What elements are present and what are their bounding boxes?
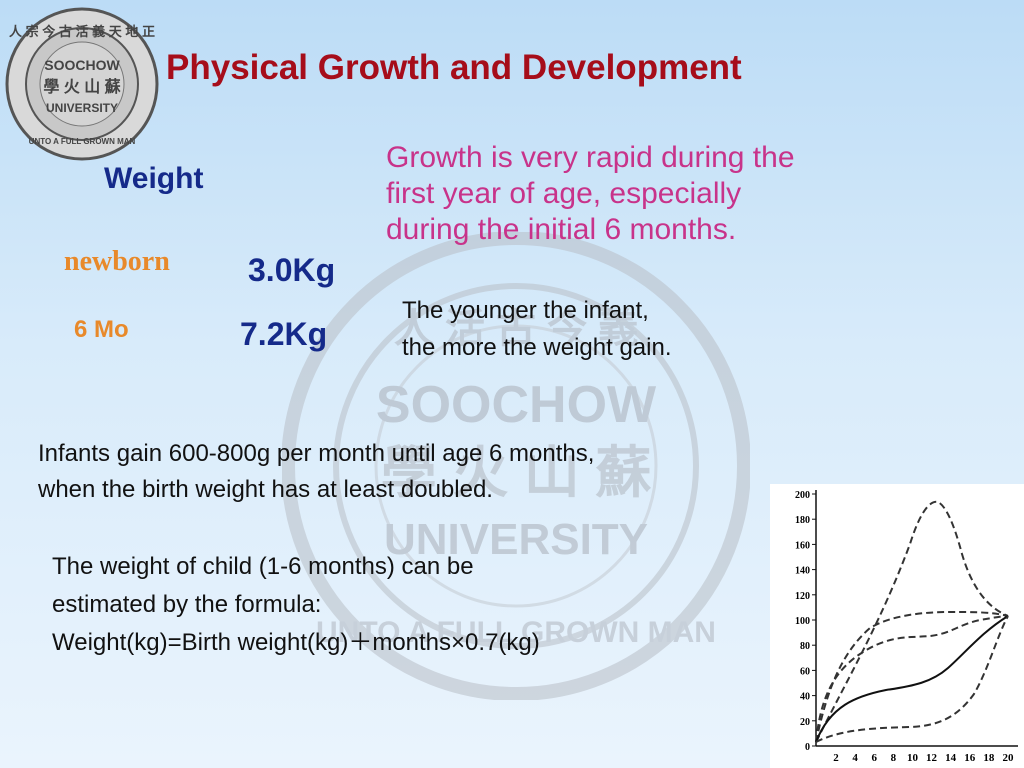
younger-note-line: The younger the infant, (402, 297, 649, 324)
y-tick-label: 100 (795, 616, 810, 627)
svg-text:UNTO A FULL GROWN MAN: UNTO A FULL GROWN MAN (316, 616, 716, 649)
formula-line: The weight of child (1-6 months) can be (52, 553, 474, 580)
x-tick-label: 20 (1003, 752, 1015, 764)
general-solid-curve (815, 615, 1009, 743)
infant-note-line: when the birth weight has at least doubl… (38, 476, 493, 503)
x-tick-label: 12 (926, 752, 938, 764)
svg-text:SOOCHOW: SOOCHOW (44, 57, 120, 73)
y-tick-label: 140 (795, 566, 810, 577)
y-tick-label: 0 (805, 742, 810, 753)
svg-text:人 活 古 今 義: 人 活 古 今 義 (394, 307, 638, 351)
intro-line: during the initial 6 months. (386, 213, 737, 246)
page-title: Physical Growth and Development (166, 48, 742, 87)
y-tick-label: 80 (800, 641, 810, 652)
y-tick-label: 60 (800, 666, 810, 677)
weight-formula-note: The weight of child (1-6 months) can be … (52, 548, 540, 662)
six-month-label: 6 Mo (74, 316, 129, 343)
intro-line: Growth is very rapid during the (386, 141, 795, 174)
y-tick-label: 120 (795, 591, 810, 602)
general-curve (815, 615, 1009, 743)
younger-infant-note: The younger the infant, the more the wei… (402, 292, 672, 366)
x-tick-label: 18 (983, 752, 995, 764)
x-tick-label: 4 (852, 752, 858, 764)
newborn-weight-value: 3.0Kg (248, 252, 336, 288)
x-tick-label: 2 (833, 752, 839, 764)
x-tick-label: 10 (907, 752, 919, 764)
intro-line: first year of age, especially (386, 177, 742, 210)
university-seal-logo: 人 宗 今 古 活 義 天 地 正 SOOCHOW 學 火 山 蘇 UNIVER… (5, 7, 159, 161)
infant-note-line: Infants gain 600-800g per month until ag… (38, 440, 595, 467)
younger-note-line: the more the weight gain. (402, 334, 672, 361)
svg-text:UNIVERSITY: UNIVERSITY (384, 515, 648, 564)
x-tick-label: 8 (891, 752, 897, 764)
y-tick-label: 180 (795, 515, 810, 526)
infant-gain-note: Infants gain 600-800g per month until ag… (38, 436, 594, 508)
formula-line: Weight(kg)=Birth weight(kg)＋months×0.7(k… (52, 629, 540, 656)
weight-heading: Weight (104, 162, 204, 195)
y-tick-label: 200 (795, 490, 810, 501)
y-tick-label: 20 (800, 717, 810, 728)
x-tick-label: 6 (871, 752, 877, 764)
svg-text:學 火 山 蘇: 學 火 山 蘇 (381, 441, 652, 504)
six-month-weight-value: 7.2Kg (240, 316, 328, 352)
y-tick-label: 40 (800, 692, 810, 703)
svg-text:UNIVERSITY: UNIVERSITY (46, 101, 118, 115)
intro-paragraph: Growth is very rapid during the first ye… (386, 140, 946, 248)
x-axis-ticks: 2 4 6 8 10 12 14 16 18 20 (833, 752, 1014, 764)
x-tick-label: 14 (945, 752, 957, 764)
y-tick-label: 160 (795, 540, 810, 551)
newborn-label: newborn (64, 246, 170, 277)
svg-text:SOOCHOW: SOOCHOW (376, 376, 657, 434)
x-tick-label: 16 (964, 752, 976, 764)
reproductive-curve (815, 615, 1009, 743)
svg-text:學 火 山 蘇: 學 火 山 蘇 (43, 78, 121, 96)
svg-text:人 宗 今 古 活 義 天 地 正: 人 宗 今 古 活 義 天 地 正 (9, 24, 155, 39)
svg-text:UNTO A FULL GROWN MAN: UNTO A FULL GROWN MAN (29, 137, 136, 146)
seal-watermark: 人 活 古 今 義 SOOCHOW 學 火 山 蘇 UNIVERSITY UNT… (282, 232, 750, 700)
formula-line: estimated by the formula: (52, 591, 322, 618)
